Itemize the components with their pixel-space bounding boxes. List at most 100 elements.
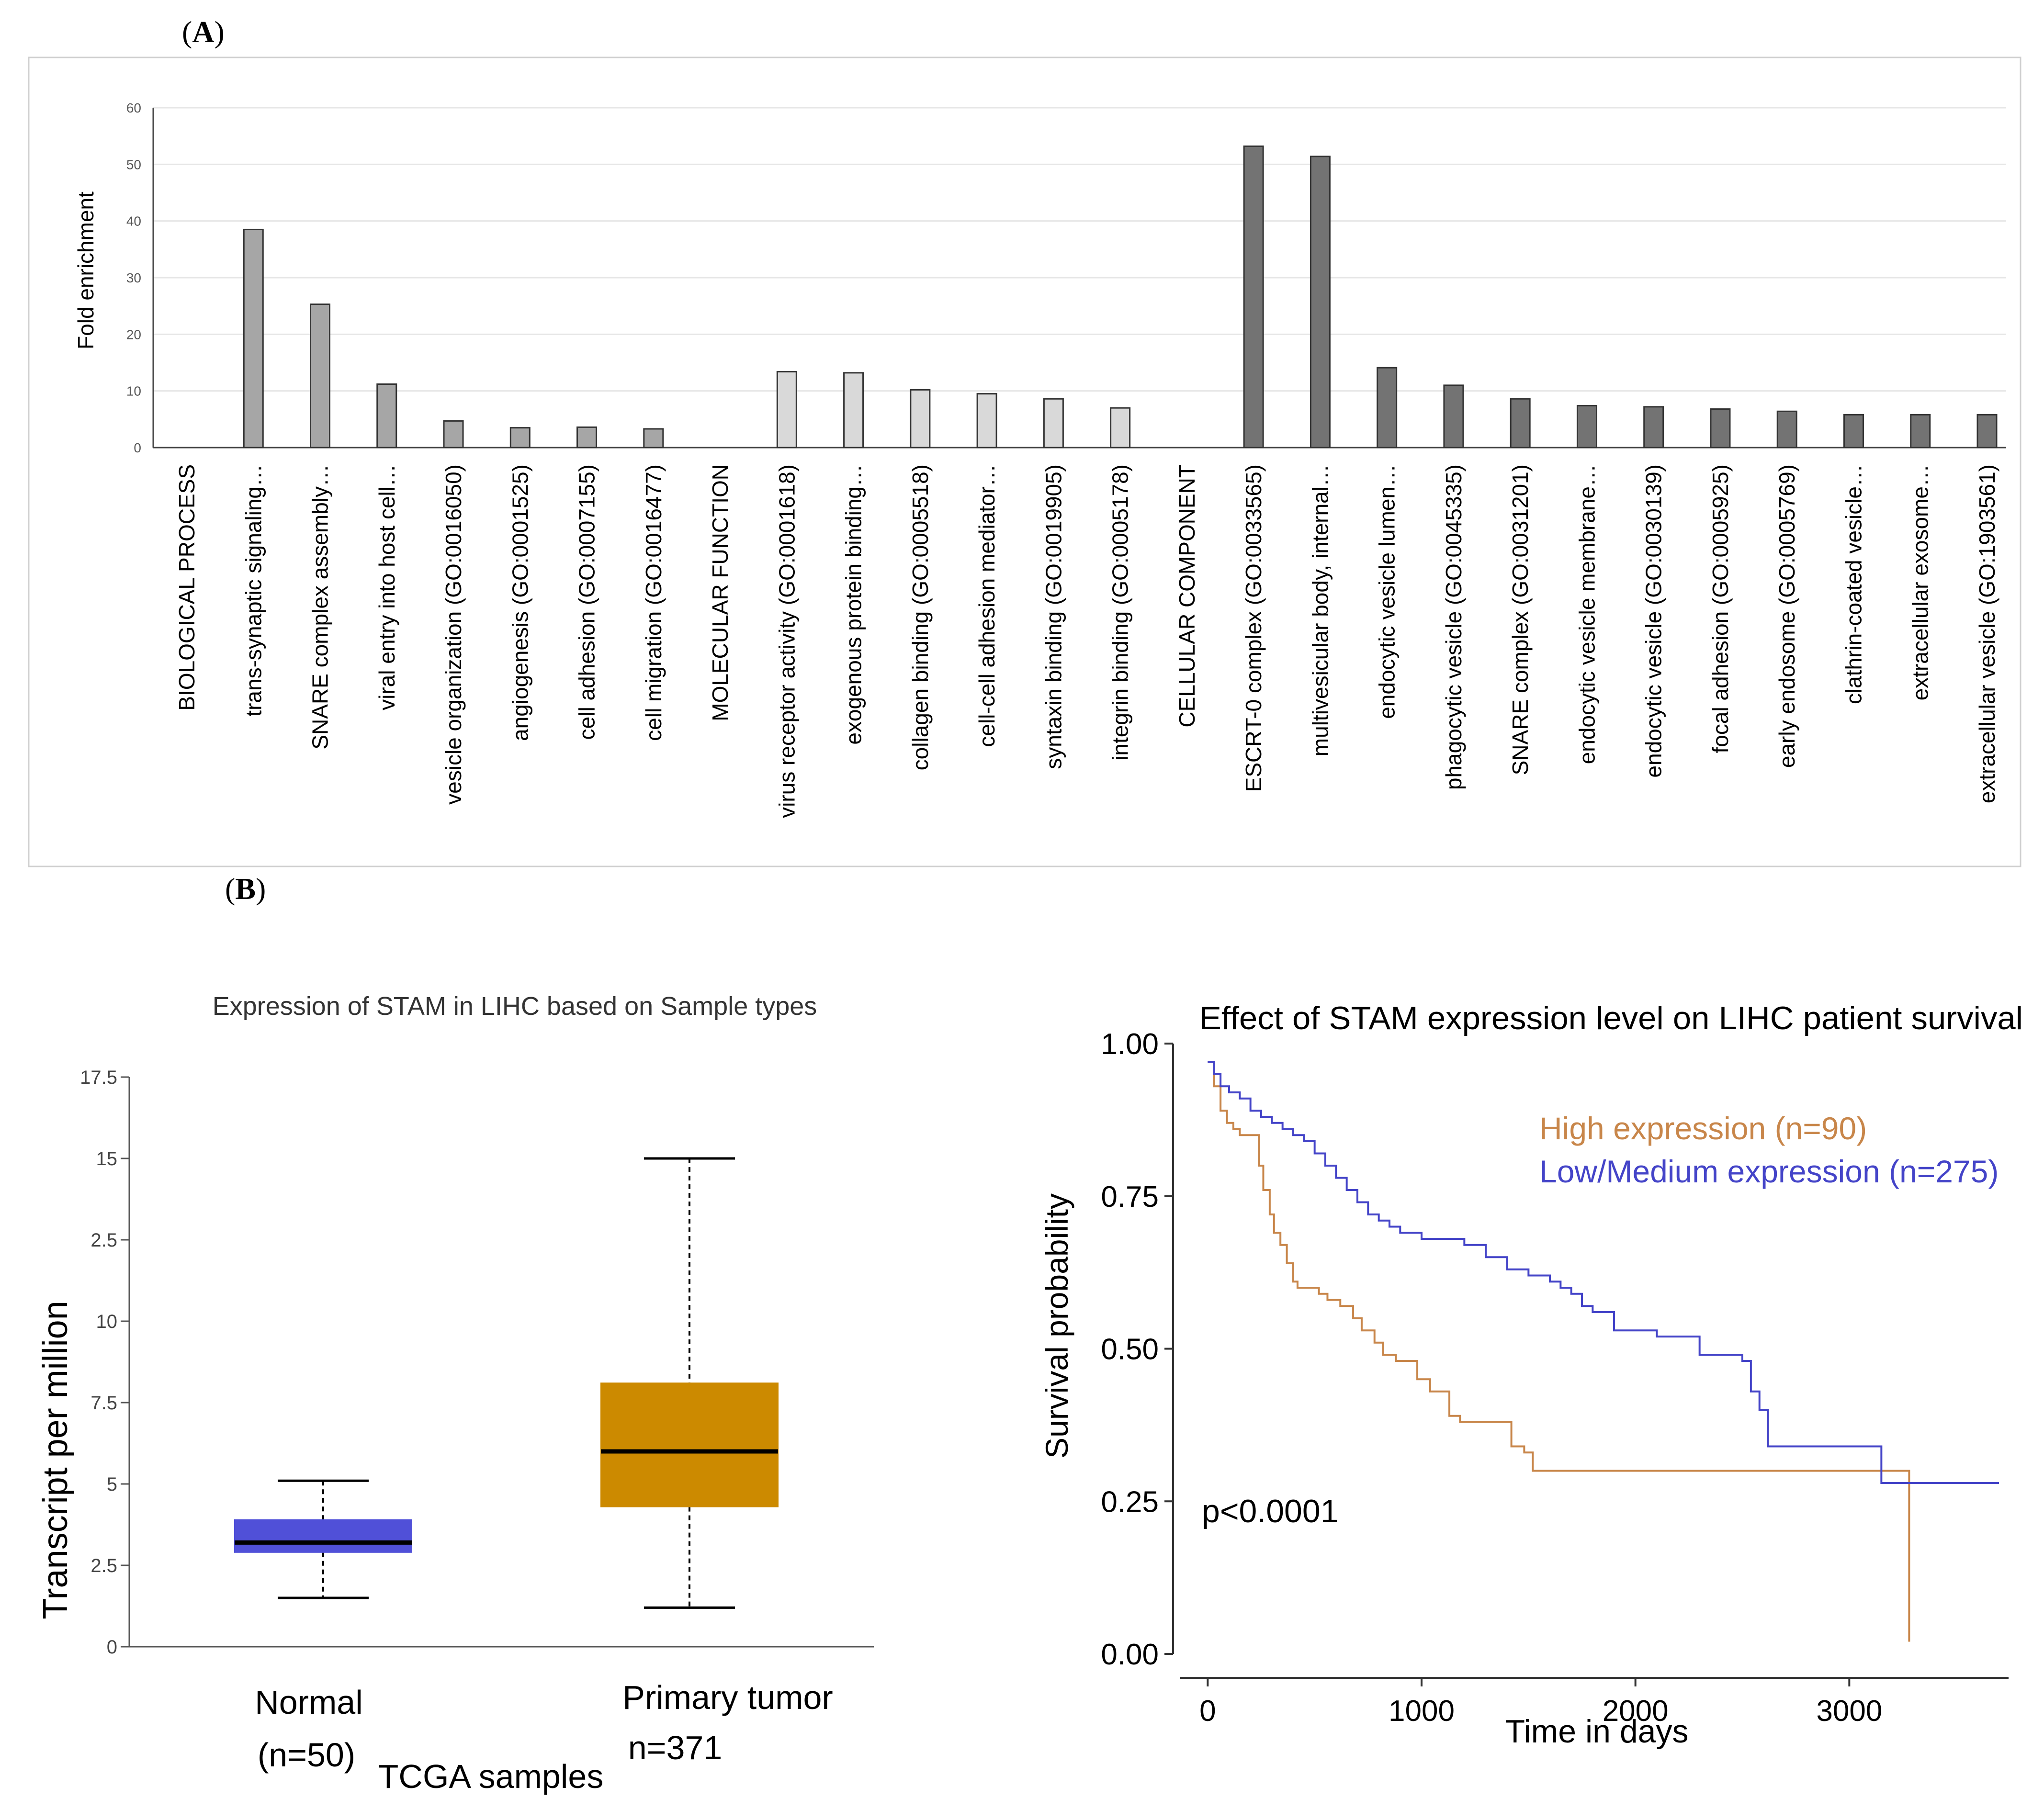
enrichment-bar xyxy=(976,393,997,449)
enrichment-bar xyxy=(1510,398,1531,449)
enrichment-bar xyxy=(1576,404,1597,449)
box-plot-title: Expression of STAM in LIHC based on Samp… xyxy=(213,992,817,1021)
category-label: angiogenesis (GO:0001525) xyxy=(508,464,532,741)
enrichment-bar xyxy=(1110,407,1131,449)
enrichment-bar xyxy=(1776,410,1797,449)
survival-x-tick-label: 2000 xyxy=(1603,1695,1669,1728)
box-plot-y-axis-label: Transcript per million xyxy=(36,1301,75,1619)
enrichment-bar xyxy=(910,389,931,449)
category-label: syntaxin binding (GO:0019905) xyxy=(1041,464,1066,769)
box-plot-x-axis-label: TCGA samples xyxy=(378,1758,604,1795)
legend-high-expression: High expression (n=90) xyxy=(1539,1111,1867,1146)
chart-a-y-tick-label: 50 xyxy=(126,157,141,172)
category-label: collagen binding (GO:0005518) xyxy=(908,464,933,770)
box-plot-y-tick-label: 15 xyxy=(96,1148,118,1169)
enrichment-bar xyxy=(776,371,797,449)
chart-a-y-tick-label: 40 xyxy=(126,214,141,229)
box-plot-y-tick-label: 0 xyxy=(107,1637,117,1658)
legend-low-medium-expression: Low/Medium expression (n=275) xyxy=(1539,1154,1999,1189)
enrichment-bar xyxy=(1976,414,1998,449)
survival-y-tick-label: 0.75 xyxy=(1101,1180,1159,1213)
panel-label-b-letter: B xyxy=(235,872,256,906)
category-label: cell-cell adhesion mediator… xyxy=(974,464,999,747)
survival-x-tick-label: 0 xyxy=(1199,1695,1216,1728)
category-label: cell migration (GO:0016477) xyxy=(641,464,666,741)
category-label: CELLULAR COMPONENT xyxy=(1174,464,1199,728)
category-label: cell adhesion (GO:0007155) xyxy=(575,464,599,740)
enrichment-bar xyxy=(576,426,598,449)
enrichment-bar xyxy=(1910,414,1931,449)
survival-x-tick-label: 1000 xyxy=(1389,1695,1455,1728)
category-label: ESCRT-0 complex (GO:0033565) xyxy=(1241,464,1266,792)
enrichment-bar xyxy=(509,427,531,449)
panel-label-a: (A) xyxy=(182,15,225,49)
enrichment-bar xyxy=(310,303,331,449)
iqr-box xyxy=(234,1519,412,1553)
category-label: SNARE complex assembly… xyxy=(308,464,333,750)
category-label: clathrin-coated vesicle… xyxy=(1841,464,1866,704)
panel-label-b: (B) xyxy=(225,872,266,906)
survival-curve-chart: Effect of STAM expression level on LIHC … xyxy=(1039,1000,2023,1750)
category-label: integrin binding (GO:0005178) xyxy=(1108,464,1133,761)
enrichment-bar xyxy=(376,383,397,449)
category-label: multivesicular body, internal… xyxy=(1308,464,1333,756)
box-category-label-normal: Normal xyxy=(255,1684,363,1721)
box-category-n-normal: (n=50) xyxy=(258,1736,355,1774)
enrichment-bar xyxy=(1377,367,1398,449)
category-label: endocytic vesicle membrane… xyxy=(1574,464,1599,764)
enrichment-bar xyxy=(243,228,264,449)
box-plot-y-tick-label: 10 xyxy=(96,1311,118,1332)
p-value-annotation: p<0.0001 xyxy=(1202,1493,1339,1529)
survival-y-tick-label: 1.00 xyxy=(1101,1028,1159,1061)
box-plot-y-tick-label: 2.5 xyxy=(90,1555,117,1576)
category-label: endocytic vesicle (GO:0030139) xyxy=(1641,464,1666,778)
category-label: phagocytic vesicle (GO:0045335) xyxy=(1441,464,1466,790)
box-category-label-tumor: Primary tumor xyxy=(622,1679,833,1716)
category-label: MOLECULAR FUNCTION xyxy=(708,464,733,721)
survival-y-tick-label: 0.25 xyxy=(1101,1485,1159,1518)
enrichment-bar xyxy=(643,428,664,449)
category-label: exogenous protein binding… xyxy=(841,464,866,745)
category-label: extracellular exosome… xyxy=(1908,464,1933,700)
survival-x-tick-label: 3000 xyxy=(1816,1695,1882,1728)
category-label: BIOLOGICAL PROCESS xyxy=(174,464,199,711)
chart-a-y-axis-label: Fold enrichment xyxy=(73,191,98,349)
enrichment-bar xyxy=(1710,408,1731,449)
enrichment-bar xyxy=(1243,145,1264,449)
enrichment-bar xyxy=(843,372,864,449)
chart-a-frame xyxy=(28,56,2021,867)
category-label: trans-synaptic signaling… xyxy=(241,464,266,717)
enrichment-bar xyxy=(1310,156,1331,449)
category-label: virus receptor activity (GO:0001618) xyxy=(774,464,799,818)
category-label: extracellular vesicle (GO:1903561) xyxy=(1975,464,1999,803)
box-category-n-tumor: n=371 xyxy=(628,1729,723,1766)
survival-title: Effect of STAM expression level on LIHC … xyxy=(1199,1000,2023,1036)
iqr-box xyxy=(600,1382,779,1507)
go-enrichment-bar-chart: 0 10 20 30 40 50 60 BIOLOGICAL PROCESS trans-sy… xyxy=(28,56,2021,867)
chart-a-y-tick-label: 10 xyxy=(126,384,141,399)
box-plot-y-tick-label: 2.5 xyxy=(90,1230,117,1251)
category-label: viral entry into host cell… xyxy=(374,464,399,710)
enrichment-bar xyxy=(1043,398,1064,449)
survival-y-tick-label: 0.50 xyxy=(1101,1333,1159,1366)
box-plot-y-tick-label: 5 xyxy=(107,1474,117,1495)
box-plot-y-tick-label: 7.5 xyxy=(90,1393,117,1414)
category-label: SNARE complex (GO:0031201) xyxy=(1508,464,1533,775)
stam-expression-box-plot: Expression of STAM in LIHC based on Samp… xyxy=(36,992,874,1795)
category-label: endocytic vesicle lumen… xyxy=(1375,464,1400,719)
enrichment-bar xyxy=(1843,414,1864,449)
category-label: early endosome (GO:0005769) xyxy=(1774,464,1799,768)
survival-curve-low-medium xyxy=(1208,1061,1999,1484)
box-plot-y-tick-label: 17.5 xyxy=(80,1067,117,1088)
chart-a-y-tick-label: 0 xyxy=(134,440,141,455)
survival-y-axis-label: Survival probability xyxy=(1039,1193,1074,1459)
enrichment-bar xyxy=(443,420,464,449)
enrichment-bar xyxy=(1443,384,1464,449)
chart-a-y-tick-label: 30 xyxy=(126,270,141,285)
category-label: vesicle organization (GO:0016050) xyxy=(441,464,466,805)
survival-x-axis-label: Time in days xyxy=(1505,1713,1689,1750)
enrichment-bar xyxy=(1643,406,1664,449)
category-label: focal adhesion (GO:0005925) xyxy=(1708,464,1733,753)
survival-y-tick-label: 0.00 xyxy=(1101,1638,1159,1671)
survival-curve-high xyxy=(1208,1061,1910,1642)
